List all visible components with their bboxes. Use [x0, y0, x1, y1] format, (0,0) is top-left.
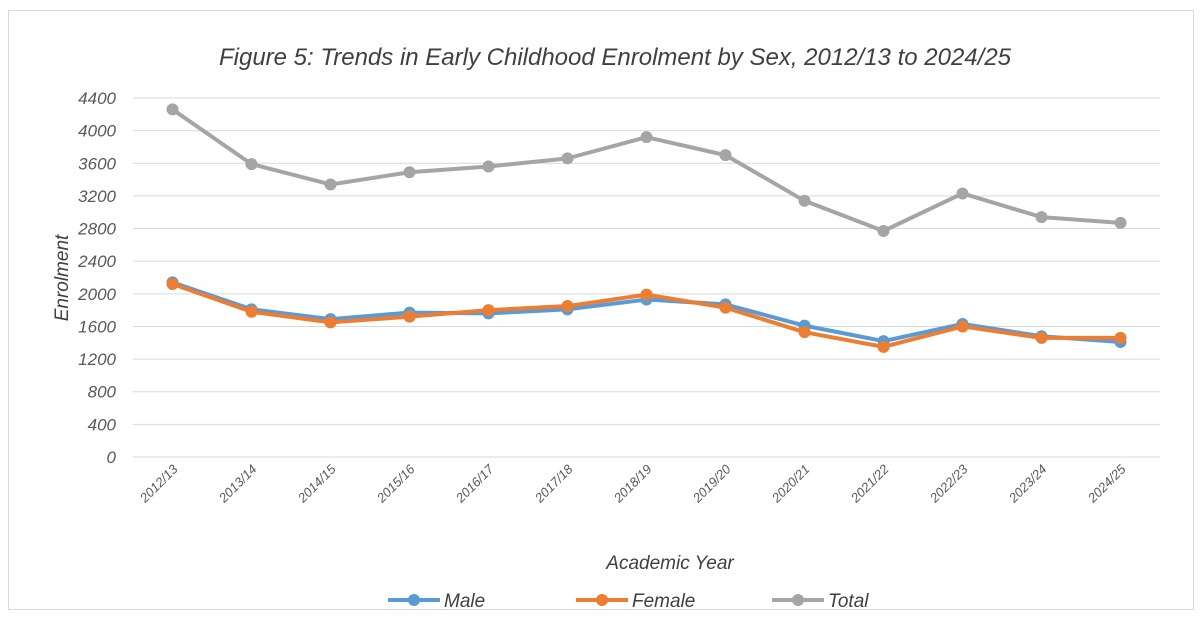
- legend-marker: [792, 594, 804, 606]
- legend-label: Male: [444, 591, 485, 612]
- x-tick-label: 2012/13: [136, 461, 181, 506]
- data-point: [956, 187, 969, 200]
- data-point: [1114, 331, 1127, 344]
- y-axis-ticks: 0 400 800 1200 1600 2000 2400 2800 3200 3600 4000 4…: [77, 89, 116, 467]
- y-tick-label: 2000: [77, 285, 116, 304]
- data-point: [1114, 216, 1127, 229]
- series-female: [166, 278, 1127, 353]
- y-tick-label: 2400: [77, 252, 116, 271]
- y-tick-label: 400: [88, 415, 117, 434]
- chart-title: Figure 5: Trends in Early Childhood Enro…: [219, 44, 1012, 71]
- data-point: [245, 305, 258, 318]
- y-tick-label: 3600: [78, 154, 116, 173]
- data-point: [245, 158, 258, 171]
- x-tick-label: 2020/21: [768, 462, 813, 507]
- data-point: [640, 288, 653, 301]
- legend-item-total: Total: [772, 591, 869, 612]
- series-total: [166, 103, 1127, 237]
- data-point: [719, 149, 732, 162]
- data-point: [956, 320, 969, 333]
- data-point: [482, 160, 495, 173]
- series-line: [171, 107, 1121, 233]
- y-tick-label: 1200: [78, 350, 116, 369]
- series-lines: [166, 103, 1127, 353]
- data-point: [324, 178, 337, 191]
- data-point: [561, 152, 574, 165]
- y-tick-label: 4400: [78, 89, 116, 108]
- data-point: [798, 194, 811, 207]
- y-tick-label: 4000: [78, 122, 116, 141]
- x-tick-label: 2015/16: [373, 461, 418, 506]
- legend-label: Female: [632, 591, 695, 612]
- x-axis-label: Academic Year: [605, 553, 734, 574]
- x-tick-label: 2022/23: [926, 461, 971, 506]
- x-tick-label: 2024/25: [1084, 461, 1129, 506]
- data-point: [482, 304, 495, 317]
- y-tick-label: 800: [88, 383, 117, 402]
- y-tick-label: 2800: [77, 220, 116, 239]
- chart-frame: [8, 10, 1194, 610]
- y-tick-label: 1600: [78, 317, 116, 336]
- y-axis-label: Enrolment: [52, 234, 73, 321]
- data-point: [166, 278, 179, 291]
- legend: Male Female Total: [388, 591, 869, 612]
- x-axis-ticks: 2012/13 2013/14 2014/15 2015/16 2016/17 2017/…: [136, 461, 1129, 506]
- legend-marker: [408, 594, 420, 606]
- x-tick-label: 2017/18: [531, 461, 576, 506]
- data-point: [877, 224, 890, 237]
- data-point: [403, 310, 416, 323]
- data-point: [166, 103, 179, 116]
- gridlines: [133, 97, 1160, 458]
- x-tick-label: 2019/20: [689, 461, 734, 506]
- x-tick-label: 2021/22: [847, 461, 892, 506]
- legend-marker: [596, 594, 608, 606]
- x-tick-label: 2014/15: [294, 461, 339, 506]
- data-point: [640, 131, 653, 144]
- data-point: [1035, 331, 1048, 344]
- legend-item-male: Male: [388, 591, 485, 612]
- data-point: [719, 301, 732, 314]
- data-point: [1035, 211, 1048, 224]
- y-tick-label: 3200: [78, 187, 116, 206]
- x-tick-label: 2013/14: [215, 462, 260, 507]
- data-point: [403, 166, 416, 179]
- legend-label: Total: [828, 591, 869, 612]
- x-tick-label: 2018/19: [610, 462, 655, 507]
- data-point: [561, 300, 574, 313]
- legend-item-female: Female: [576, 591, 695, 612]
- data-point: [877, 340, 890, 353]
- x-tick-label: 2016/17: [452, 461, 497, 506]
- series-male: [166, 276, 1127, 348]
- data-point: [798, 326, 811, 339]
- y-tick-label: 0: [107, 448, 117, 467]
- x-tick-label: 2023/24: [1005, 462, 1050, 507]
- data-point: [324, 316, 337, 329]
